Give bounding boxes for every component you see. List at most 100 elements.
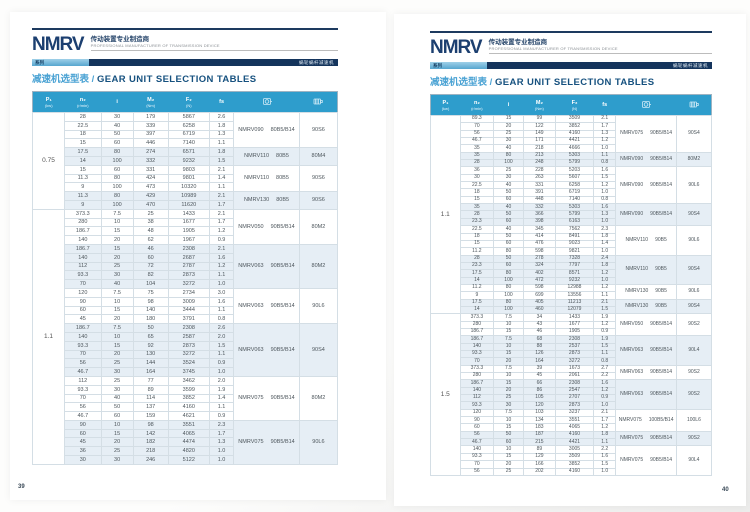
value-cell: 2707 [555, 394, 594, 403]
selection-table-left: P₁ (kw) n₂ (r/min) i M₂ (Nm) F₂ (N) fs 0.75 28 30 179… [31, 91, 339, 465]
value-cell: 1.5 [208, 155, 235, 166]
value-cell: 2061 [555, 372, 594, 381]
value-cell: 17.5 [459, 298, 495, 307]
value-cell: 68 [522, 335, 557, 344]
value-cell: 1.2 [592, 423, 617, 432]
value-cell: 15 [493, 379, 524, 388]
value-cell: 25 [100, 261, 134, 272]
value-cell: 402 [522, 269, 557, 278]
value-cell: 50 [493, 210, 524, 219]
table-row: 93.3 30 82 2873 1.1 [33, 270, 338, 281]
value-cell: 137 [132, 402, 169, 413]
column-header: n₂ (r/min) [64, 91, 102, 113]
value-cell: 35 [459, 144, 495, 153]
value-cell: 4621 [167, 411, 210, 421]
value-cell: 0.8 [592, 357, 617, 366]
value-cell: 699 [522, 291, 557, 300]
value-cell: 6258 [555, 181, 594, 190]
value-cell: 2.1 [592, 408, 617, 418]
value-cell: 7.5 [493, 335, 524, 344]
value-cell: 25 [493, 467, 524, 476]
value-cell: 1.6 [208, 252, 235, 263]
value-cell: 1.0 [208, 367, 235, 377]
value-cell: 10 [100, 296, 134, 307]
series-bar: 系列 蜗轮蜗杆减速机 [430, 62, 712, 69]
product-label: 蜗轮蜗杆减速机 [487, 62, 712, 69]
motor-cell: 90L6 [675, 166, 713, 205]
model-cell: NMRV090 90B5/B14 [615, 203, 677, 227]
table-row: 280 10 43 1677 1.2 [431, 320, 712, 329]
value-cell: 3.0 [208, 287, 235, 298]
gearbox-model: NMRV063 [620, 390, 644, 397]
value-cell: 1.0 [592, 401, 617, 410]
column-header: i [493, 94, 524, 116]
table-row: 11.2 80 598 12988 1.2 NMRV130 90B5 90L6 [431, 283, 713, 300]
value-cell: 46 [522, 327, 557, 337]
gearbox-model: NMRV130 [625, 302, 649, 309]
table-row: 46.7 30 164 3745 1.0 [33, 367, 338, 377]
value-cell: 3745 [167, 367, 210, 377]
value-cell: 12988 [555, 283, 594, 293]
value-cell: 100 [100, 199, 134, 210]
value-cell: 11.3 [64, 191, 102, 201]
value-cell: 2547 [555, 386, 594, 396]
gearbox-model: NMRV063 [620, 368, 644, 375]
value-cell: 75 [132, 287, 169, 298]
value-cell: 1.1 [592, 291, 617, 300]
value-cell: 5203 [555, 166, 594, 175]
value-cell: 34 [522, 313, 557, 322]
value-cell: 60 [493, 195, 524, 205]
flange-code: 90B5/B14 [270, 395, 295, 402]
motor-cell: 90S2 [675, 364, 713, 381]
value-cell: 3852 [167, 393, 210, 404]
value-cell: 4421 [555, 438, 594, 447]
table-row: 186.7 7.5 50 2308 2.6 NMRV063 90B5/B14 90S4 [33, 323, 339, 377]
power-group-cell: 1.1 [430, 114, 461, 315]
value-cell: 3237 [555, 408, 594, 418]
value-cell: 1677 [555, 320, 594, 329]
value-cell: 171 [522, 137, 557, 146]
value-cell: 159 [132, 411, 169, 421]
value-cell: 38 [132, 217, 169, 228]
catalog-page-left: NMRV 传动装置专业制造商 PROFESSIONAL MANUFACTURER… [31, 28, 339, 465]
value-cell: 80 [493, 247, 524, 256]
value-cell: 140 [459, 342, 495, 352]
value-cell: 40 [100, 393, 134, 404]
value-cell: 93.3 [459, 401, 495, 410]
table-row: 56 50 187 4160 1.8 NMRV075 90B5/B14 90S2 [431, 430, 713, 447]
value-cell: 11213 [555, 298, 594, 307]
motor-icon [676, 94, 712, 116]
value-cell: 20 [100, 252, 134, 263]
value-cell: 263 [522, 173, 557, 183]
value-cell: 1.1 [592, 151, 617, 161]
value-cell: 28 [459, 210, 495, 219]
table-row: 90 10 98 3551 2.3 NMRV075 90B5/B14 90L6 [33, 419, 339, 465]
value-cell: 15 [493, 114, 524, 124]
value-cell: 2.3 [592, 225, 617, 234]
value-cell: 6258 [167, 120, 210, 131]
value-cell: 3005 [555, 445, 594, 454]
value-cell: 2734 [167, 287, 210, 298]
gearbox-model: NMRV110 [625, 236, 649, 243]
value-cell: 7140 [167, 138, 210, 149]
value-cell: 1433 [167, 208, 210, 219]
value-cell: 20 [100, 349, 134, 360]
value-cell: 7.5 [493, 408, 524, 418]
value-cell: 70 [459, 122, 495, 131]
table-row: 9 100 470 11620 1.7 [33, 199, 338, 210]
value-cell: 1.3 [208, 437, 235, 448]
value-cell: 2873 [555, 349, 594, 359]
value-cell: 5303 [555, 203, 594, 212]
value-cell: 280 [459, 320, 495, 329]
value-cell: 50 [100, 129, 134, 140]
value-cell: 0.9 [208, 358, 235, 369]
value-cell: 6719 [167, 129, 210, 140]
value-cell: 186.7 [459, 327, 495, 337]
value-cell: 10 [100, 217, 134, 228]
value-cell: 90 [459, 416, 495, 425]
value-cell: 424 [132, 173, 169, 184]
value-cell: 1.7 [208, 199, 235, 210]
value-cell: 100 [493, 159, 524, 168]
table-header-row: P₁ (kw) n₂ (r/min) i M₂ (Nm) F₂ (N) fs [430, 94, 712, 116]
flange-code: 90B5/B14 [270, 439, 295, 446]
